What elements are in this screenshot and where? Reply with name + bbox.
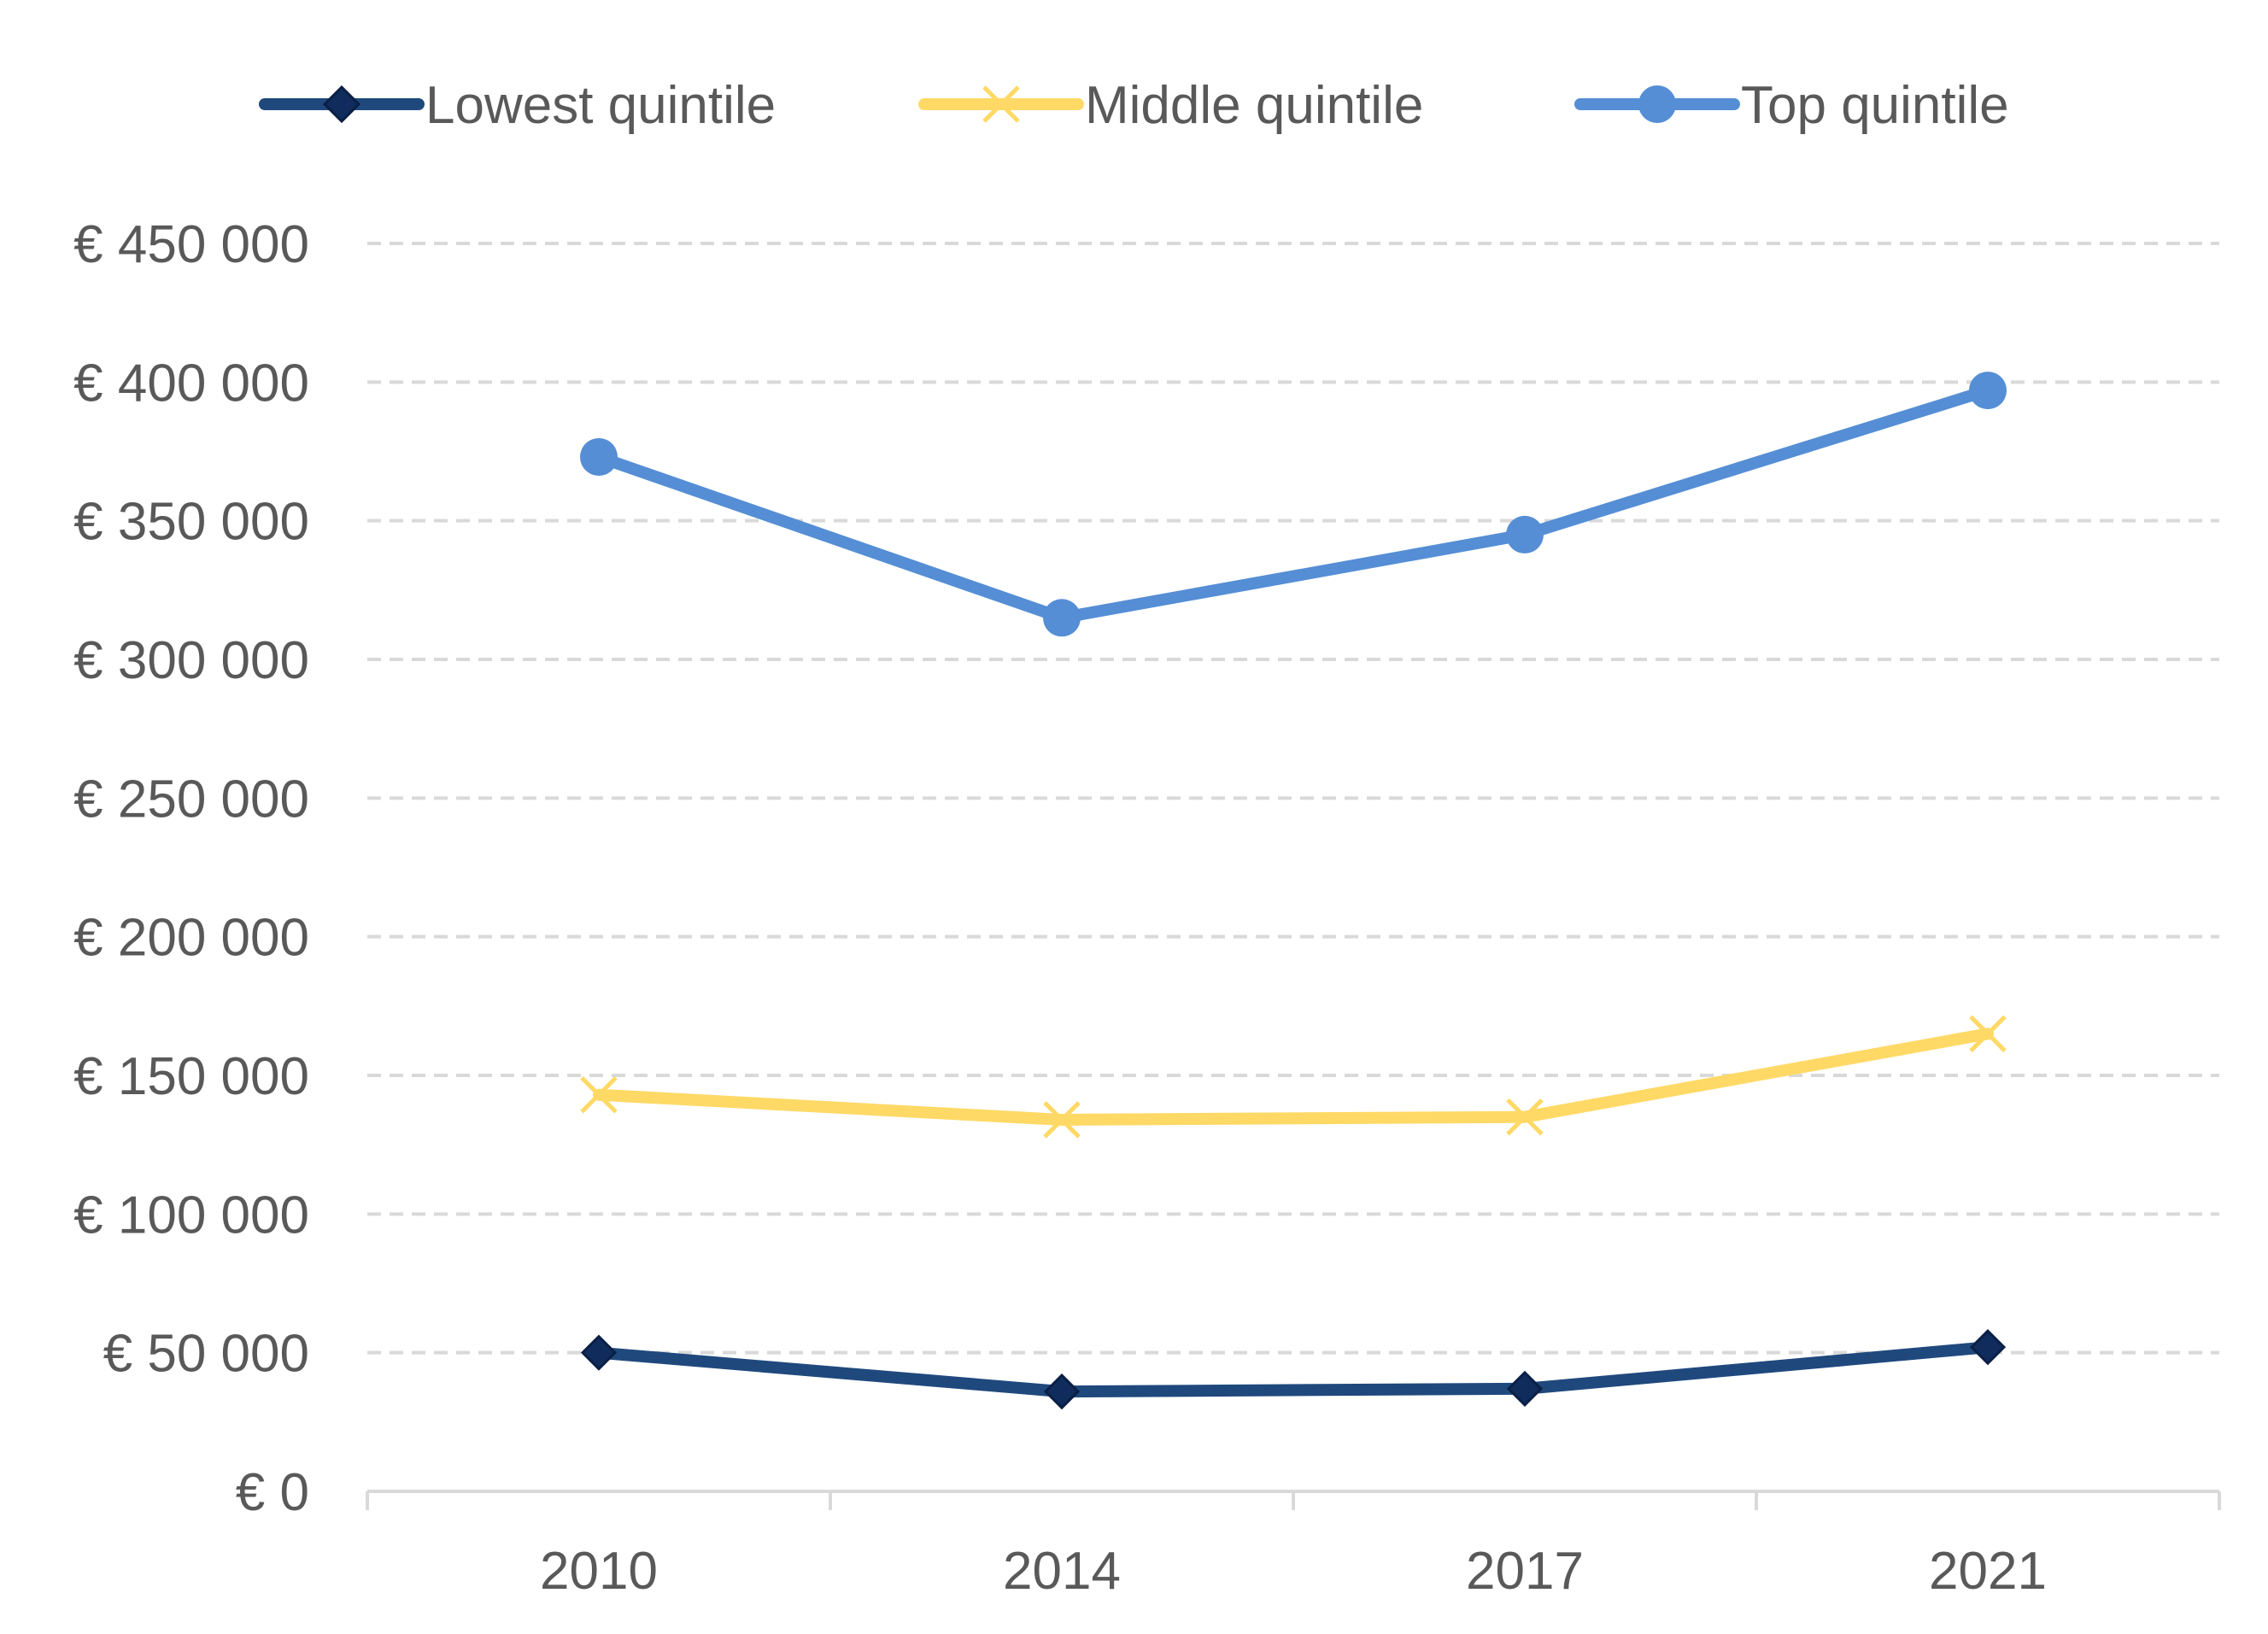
series-markers: [580, 372, 2007, 1410]
x-tick-label: 2021: [1929, 1542, 2047, 1601]
legend-label: Top quintile: [1741, 76, 2009, 135]
data-point-middle-quintile: [1043, 1101, 1081, 1139]
data-point-lowest-quintile: [1969, 1329, 2007, 1366]
series-line-top-quintile: [593, 384, 1994, 624]
data-point-lowest-quintile: [1506, 1370, 1544, 1407]
y-tick-label: € 100 000: [73, 1186, 309, 1245]
y-tick-label: € 450 000: [73, 215, 309, 274]
data-point-middle-quintile: [580, 1075, 618, 1114]
legend-item-middle-quintile: Middle quintile: [918, 76, 1423, 135]
data-point-top-quintile: [580, 437, 618, 476]
y-axis-tick-labels: € 0 € 50 000 € 100 000 € 150 000 € 200 000 € …: [73, 215, 309, 1522]
legend-item-top-quintile: Top quintile: [1574, 76, 2009, 135]
legend-label: Middle quintile: [1085, 76, 1423, 135]
data-point-top-quintile: [1506, 515, 1544, 553]
series-line-middle-quintile: [593, 1028, 1994, 1126]
legend-label: Lowest quintile: [425, 76, 776, 135]
data-point-middle-quintile: [1506, 1098, 1544, 1136]
x-axis-tick-labels: 2010 2014 2017 2021: [540, 1542, 2047, 1601]
legend-item-lowest-quintile: Lowest quintile: [259, 76, 776, 135]
data-point-top-quintile: [1969, 372, 2007, 410]
y-tick-label: € 300 000: [73, 631, 309, 690]
data-point-top-quintile: [1043, 599, 1081, 637]
series-lines: [593, 384, 1994, 1398]
y-tick-label: € 200 000: [73, 909, 309, 968]
y-tick-label: € 350 000: [73, 493, 309, 552]
x-tick-label: 2010: [540, 1542, 658, 1601]
y-tick-label: € 400 000: [73, 354, 309, 413]
legend: Lowest quintile Middle quintile Top quinti…: [259, 76, 2009, 135]
y-tick-label: € 0: [236, 1463, 309, 1522]
y-tick-label: € 50 000: [103, 1325, 309, 1384]
x-tick-label: 2014: [1003, 1542, 1121, 1601]
axes: [366, 1490, 2221, 1510]
legend-swatch-marker: [982, 85, 1020, 123]
legend-swatch-marker: [1638, 85, 1676, 123]
y-tick-label: € 250 000: [73, 770, 309, 829]
data-point-lowest-quintile: [1043, 1373, 1081, 1410]
y-tick-label: € 150 000: [73, 1047, 309, 1106]
data-point-middle-quintile: [1969, 1015, 2007, 1053]
data-point-lowest-quintile: [580, 1334, 618, 1371]
series-line-lowest-quintile: [593, 1341, 1994, 1398]
x-tick-label: 2017: [1466, 1542, 1584, 1601]
legend-swatch-marker: [322, 85, 361, 124]
